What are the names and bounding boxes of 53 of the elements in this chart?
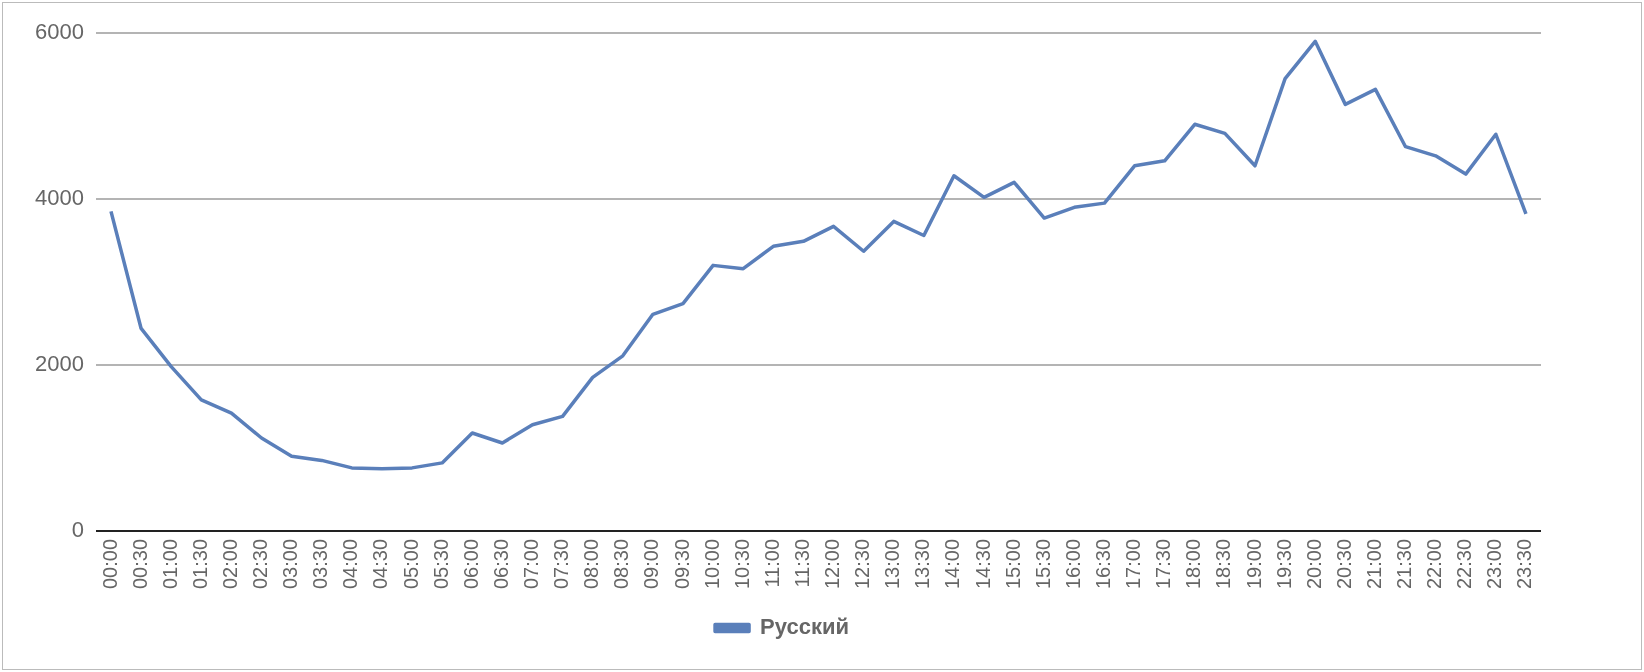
x-tick-label: 04:00 [339, 538, 362, 590]
x-tick-label: 22:00 [1423, 538, 1446, 590]
y-tick-label: 2000 [34, 351, 84, 377]
x-tick-label: 22:30 [1453, 538, 1476, 590]
x-tick-label: 06:00 [459, 538, 482, 590]
x-tick-label: 20:30 [1332, 538, 1355, 590]
x-tick-label: 13:30 [911, 538, 934, 590]
x-tick-label: 04:30 [369, 538, 392, 590]
x-tick-label: 11:00 [760, 538, 783, 588]
legend-label: Русский [760, 614, 849, 640]
x-tick-label: 16:30 [1091, 538, 1114, 590]
y-tick-label: 0 [71, 517, 84, 543]
x-tick-label: 21:30 [1393, 538, 1416, 590]
x-tick-label: 02:30 [249, 538, 272, 590]
x-tick-label: 07:00 [519, 538, 542, 590]
x-tick-label: 00:00 [98, 538, 121, 590]
y-tick-label: 4000 [34, 185, 84, 211]
x-tick-label: 14:00 [941, 538, 964, 590]
y-tick-label: 6000 [34, 19, 84, 45]
x-tick-label: 23:30 [1513, 538, 1536, 590]
x-tick-label: 12:00 [821, 538, 844, 590]
x-tick-label: 06:30 [489, 538, 512, 590]
x-tick-label: 13:00 [881, 538, 904, 590]
x-tick-label: 05:00 [399, 538, 422, 590]
x-tick-label: 09:30 [670, 538, 693, 590]
x-tick-label: 00:30 [128, 538, 151, 590]
x-tick-label: 08:30 [610, 538, 633, 590]
x-tick-label: 08:00 [580, 538, 603, 590]
x-tick-label: 09:00 [640, 538, 663, 590]
x-tick-label: 10:00 [700, 538, 723, 590]
x-tick-label: 05:30 [429, 538, 452, 590]
x-tick-label: 14:30 [971, 538, 994, 590]
x-tick-label: 03:00 [279, 538, 302, 590]
x-tick-label: 03:30 [309, 538, 332, 590]
x-tick-label: 18:00 [1182, 538, 1205, 590]
x-tick-label: 17:30 [1152, 538, 1175, 590]
x-tick-label: 21:00 [1362, 538, 1385, 590]
x-tick-label: 16:00 [1061, 538, 1084, 590]
x-tick-label: 11:30 [790, 538, 813, 588]
x-tick-label: 18:30 [1212, 538, 1235, 590]
x-tick-label: 02:00 [218, 538, 241, 590]
x-tick-label: 17:00 [1122, 538, 1145, 590]
x-tick-label: 20:00 [1302, 538, 1325, 590]
x-tick-label: 12:30 [851, 538, 874, 590]
x-tick-label: 01:00 [158, 538, 181, 590]
x-tick-label: 19:30 [1272, 538, 1295, 590]
x-tick-label: 07:30 [550, 538, 573, 590]
x-tick-label: 19:00 [1242, 538, 1265, 590]
x-tick-label: 10:30 [730, 538, 753, 590]
x-tick-label: 15:00 [1001, 538, 1024, 590]
x-tick-label: 15:30 [1031, 538, 1054, 590]
x-tick-label: 01:30 [188, 538, 211, 590]
x-tick-label: 23:00 [1483, 538, 1506, 590]
